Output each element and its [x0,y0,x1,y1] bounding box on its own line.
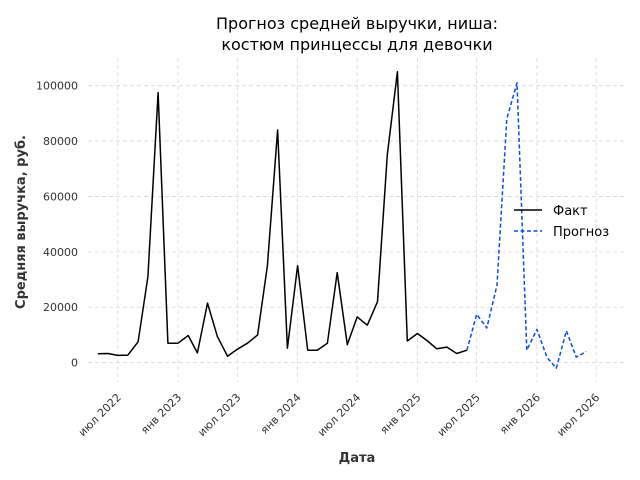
x-tick-label: июл 2024 [315,391,363,439]
x-tick-label: июл 2026 [554,391,602,439]
y-tick-label: 60000 [43,190,78,203]
series-line-fact [97,71,468,357]
x-tick-label: июл 2025 [435,391,483,439]
chart-title-line-1: Прогноз средней выручки, ниша: [216,14,498,33]
x-tick-label: июл 2023 [195,391,243,439]
x-tick-label: янв 2024 [258,391,304,437]
x-axis-label: Дата [339,451,376,466]
legend-label-fact: Факт [553,204,588,219]
series-lines [97,71,587,369]
y-tick-label: 80000 [43,135,78,148]
y-tick-label: 20000 [43,301,78,314]
legend-label-forecast: Прогноз [553,225,609,240]
series-line-forecast [466,82,587,369]
x-axis-ticks: июл 2022 янв 2023 июл 2023 янв 2024 июл 2024… [76,391,602,439]
y-tick-label: 0 [71,357,78,370]
y-tick-label: 100000 [36,80,78,93]
x-tick-label: янв 2025 [378,391,424,437]
x-tick-label: янв 2023 [138,391,184,437]
y-axis-ticks: 0 20000 40000 60000 80000 100000 [36,80,78,370]
legend: Факт Прогноз [514,204,609,240]
y-axis-label: Средняя выручка, руб. [14,135,29,309]
y-tick-label: 40000 [43,246,78,259]
x-tick-label: июл 2022 [76,391,124,439]
x-tick-label: янв 2026 [497,391,543,437]
grid [88,58,626,382]
chart-title-line-2: костюм принцессы для девочки [221,35,492,54]
